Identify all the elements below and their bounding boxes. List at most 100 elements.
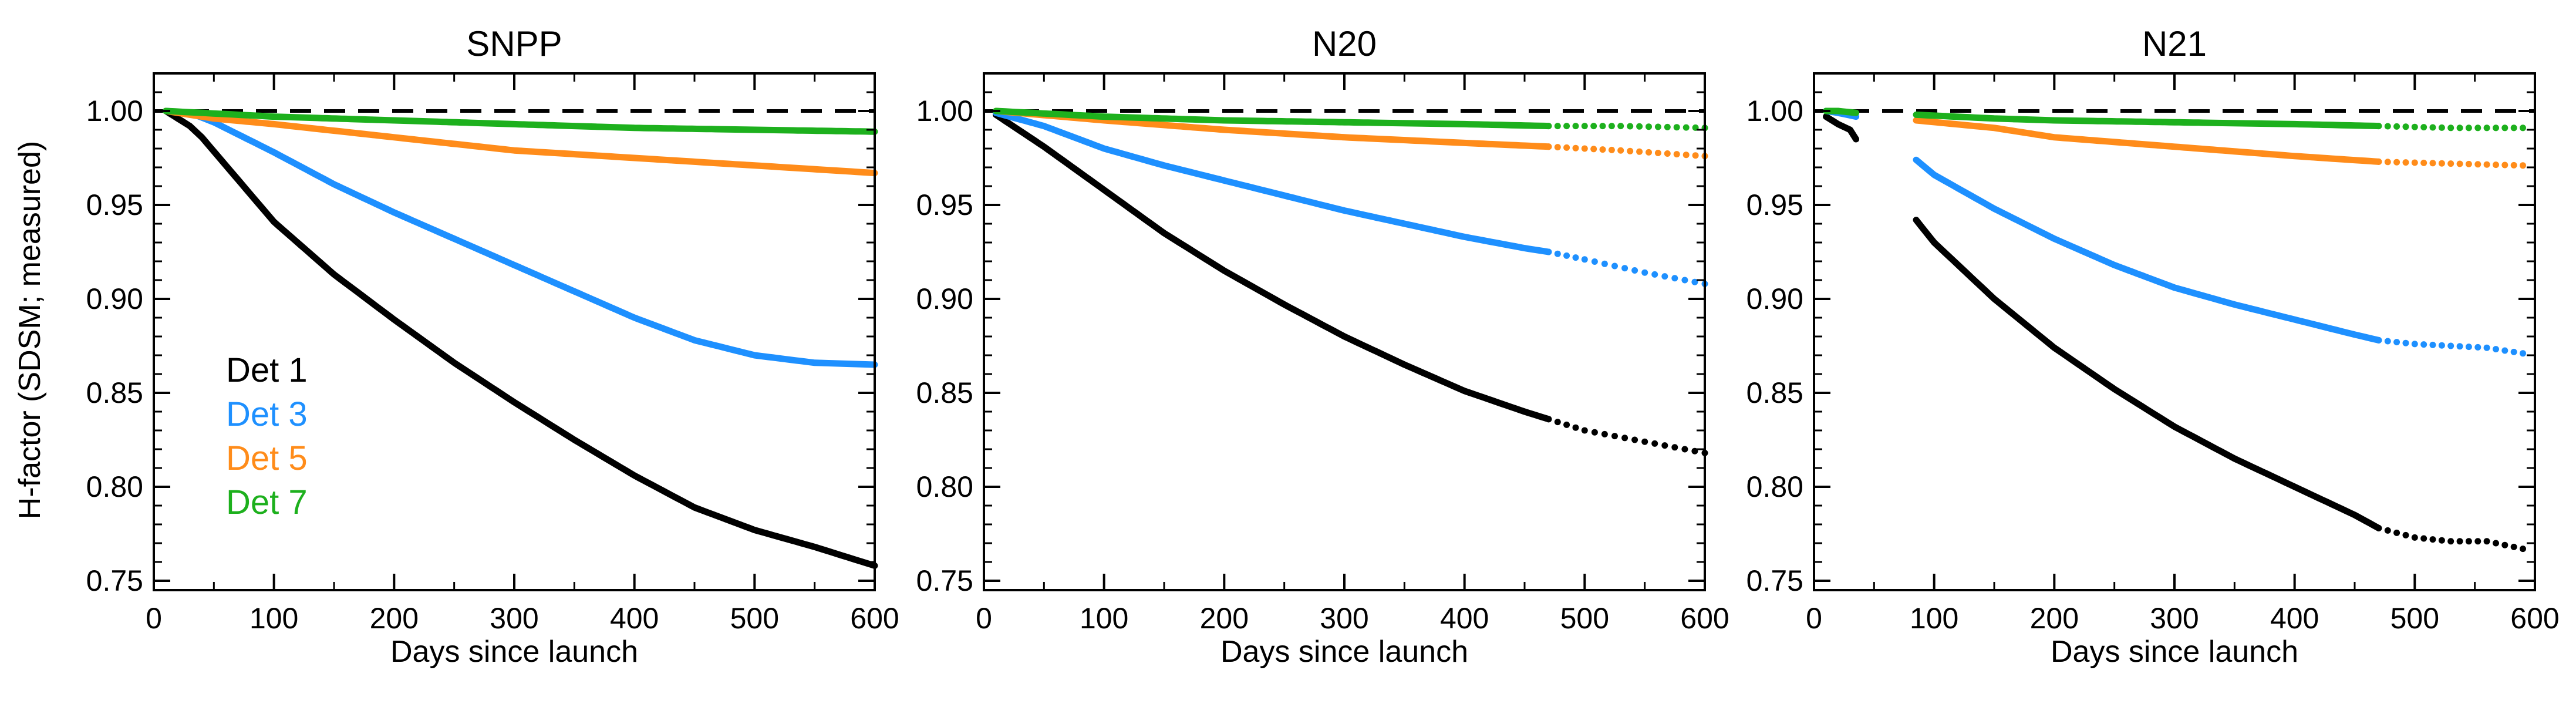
x-tick-label: 200 (2030, 602, 2079, 635)
data-point (1661, 273, 1668, 280)
y-tick-label: 0.75 (916, 564, 973, 597)
y-tick-label: 0.95 (86, 188, 143, 221)
plot-frame (983, 72, 1706, 591)
plot-frame (1813, 72, 2536, 591)
series-line (1913, 111, 2382, 130)
series-line (993, 109, 1552, 255)
data-point (1554, 419, 1561, 426)
data-point (1661, 442, 1668, 449)
panel-title: N21 (2142, 24, 2207, 63)
x-tick-label: 400 (1440, 602, 1489, 635)
x-axis-label: Days since launch (390, 635, 638, 669)
data-point (1673, 124, 1680, 131)
x-tick-label: 400 (610, 602, 659, 635)
data-point (2520, 162, 2526, 169)
x-tick-label: 600 (2510, 602, 2559, 635)
series-line (163, 107, 878, 368)
data-point (1631, 267, 1638, 274)
data-point (2483, 344, 2490, 351)
series-line (1913, 156, 2382, 344)
data-point (1545, 248, 1552, 255)
y-tick-label: 1.00 (86, 95, 143, 127)
data-point (2420, 159, 2427, 166)
data-point (1692, 152, 1699, 159)
y-tick-label: 0.75 (1746, 564, 1803, 597)
data-point (2438, 537, 2445, 544)
data-point (2483, 538, 2490, 545)
y-tick-label: 0.80 (916, 470, 973, 503)
series-line (163, 107, 878, 177)
data-point (2520, 124, 2526, 132)
y-tick-label: 0.85 (1746, 376, 1803, 409)
data-point (1608, 146, 1615, 153)
legend: Det 1 Det 3 Det 5 Det 7 (226, 351, 308, 521)
legend-entry: Det 1 (226, 351, 308, 389)
data-point (2375, 158, 2382, 165)
x-tick-label: 200 (1200, 602, 1249, 635)
data-point (2375, 123, 2382, 130)
data-point (2411, 159, 2418, 166)
data-point (2456, 160, 2463, 167)
data-point (2429, 124, 2436, 131)
data-point (2393, 339, 2400, 346)
legend-entry: Det 7 (226, 483, 308, 521)
data-point (2384, 338, 2391, 345)
data-point (1617, 123, 1624, 130)
data-point (2429, 160, 2436, 167)
series-det-5 (163, 107, 878, 177)
y-tick-label: 1.00 (916, 95, 973, 127)
data-point (2520, 546, 2526, 553)
data-point (1611, 433, 1618, 440)
series-line (1823, 107, 1860, 116)
series-det-5 (1913, 117, 2526, 169)
x-tick-label: 300 (490, 602, 538, 635)
data-point (1591, 258, 1598, 265)
y-tick-label: 0.95 (916, 188, 973, 221)
data-point (2420, 124, 2427, 131)
x-tick-label: 0 (976, 602, 992, 635)
data-point (2402, 123, 2409, 130)
data-point (2438, 124, 2445, 131)
data-point (2447, 124, 2454, 132)
series-line (993, 107, 1552, 130)
y-tick-label: 0.95 (1746, 188, 1803, 221)
y-tick-label: 0.85 (86, 376, 143, 409)
data-point (1621, 435, 1628, 442)
data-point (1591, 429, 1598, 436)
data-point (2420, 535, 2427, 542)
panels: SNPP 0 100 200 300 400 500 600 0.75 0.80 0.85 0.90 0… (86, 24, 2560, 669)
data-point (2520, 350, 2526, 357)
data-point (1641, 269, 1648, 276)
data-point (1545, 123, 1552, 130)
series-det-3 (993, 109, 1708, 287)
x-tick-label: 100 (249, 602, 298, 635)
data-point (1601, 260, 1608, 267)
data-point (2510, 161, 2517, 169)
data-point (1646, 149, 1652, 156)
data-point (1572, 144, 1579, 152)
data-point (2483, 124, 2490, 132)
data-point (1545, 416, 1552, 423)
data-point (2447, 538, 2454, 545)
data-point (2474, 161, 2481, 168)
data-point (1691, 447, 1698, 455)
x-tick-label: 500 (2390, 602, 2439, 635)
data-point (1554, 250, 1561, 257)
data-point (2375, 524, 2382, 531)
data-point (2474, 124, 2481, 132)
data-point (1627, 147, 1634, 154)
data-point (2501, 541, 2508, 548)
data-point (1631, 436, 1638, 443)
data-point (1608, 123, 1615, 130)
data-point (2384, 123, 2391, 130)
series-det-3 (163, 107, 878, 368)
panel-n21: N21 0 100 200 300 400 500 600 0.75 0.80 0.85 0.90 0.… (1746, 24, 2560, 669)
data-point (2465, 124, 2472, 132)
data-point (1654, 150, 1661, 156)
y-tick-label: 0.80 (1746, 470, 1803, 503)
data-point (1636, 148, 1643, 155)
data-point (2375, 336, 2382, 344)
data-point (1651, 440, 1658, 447)
data-point (1590, 123, 1597, 130)
data-point (1641, 438, 1648, 445)
